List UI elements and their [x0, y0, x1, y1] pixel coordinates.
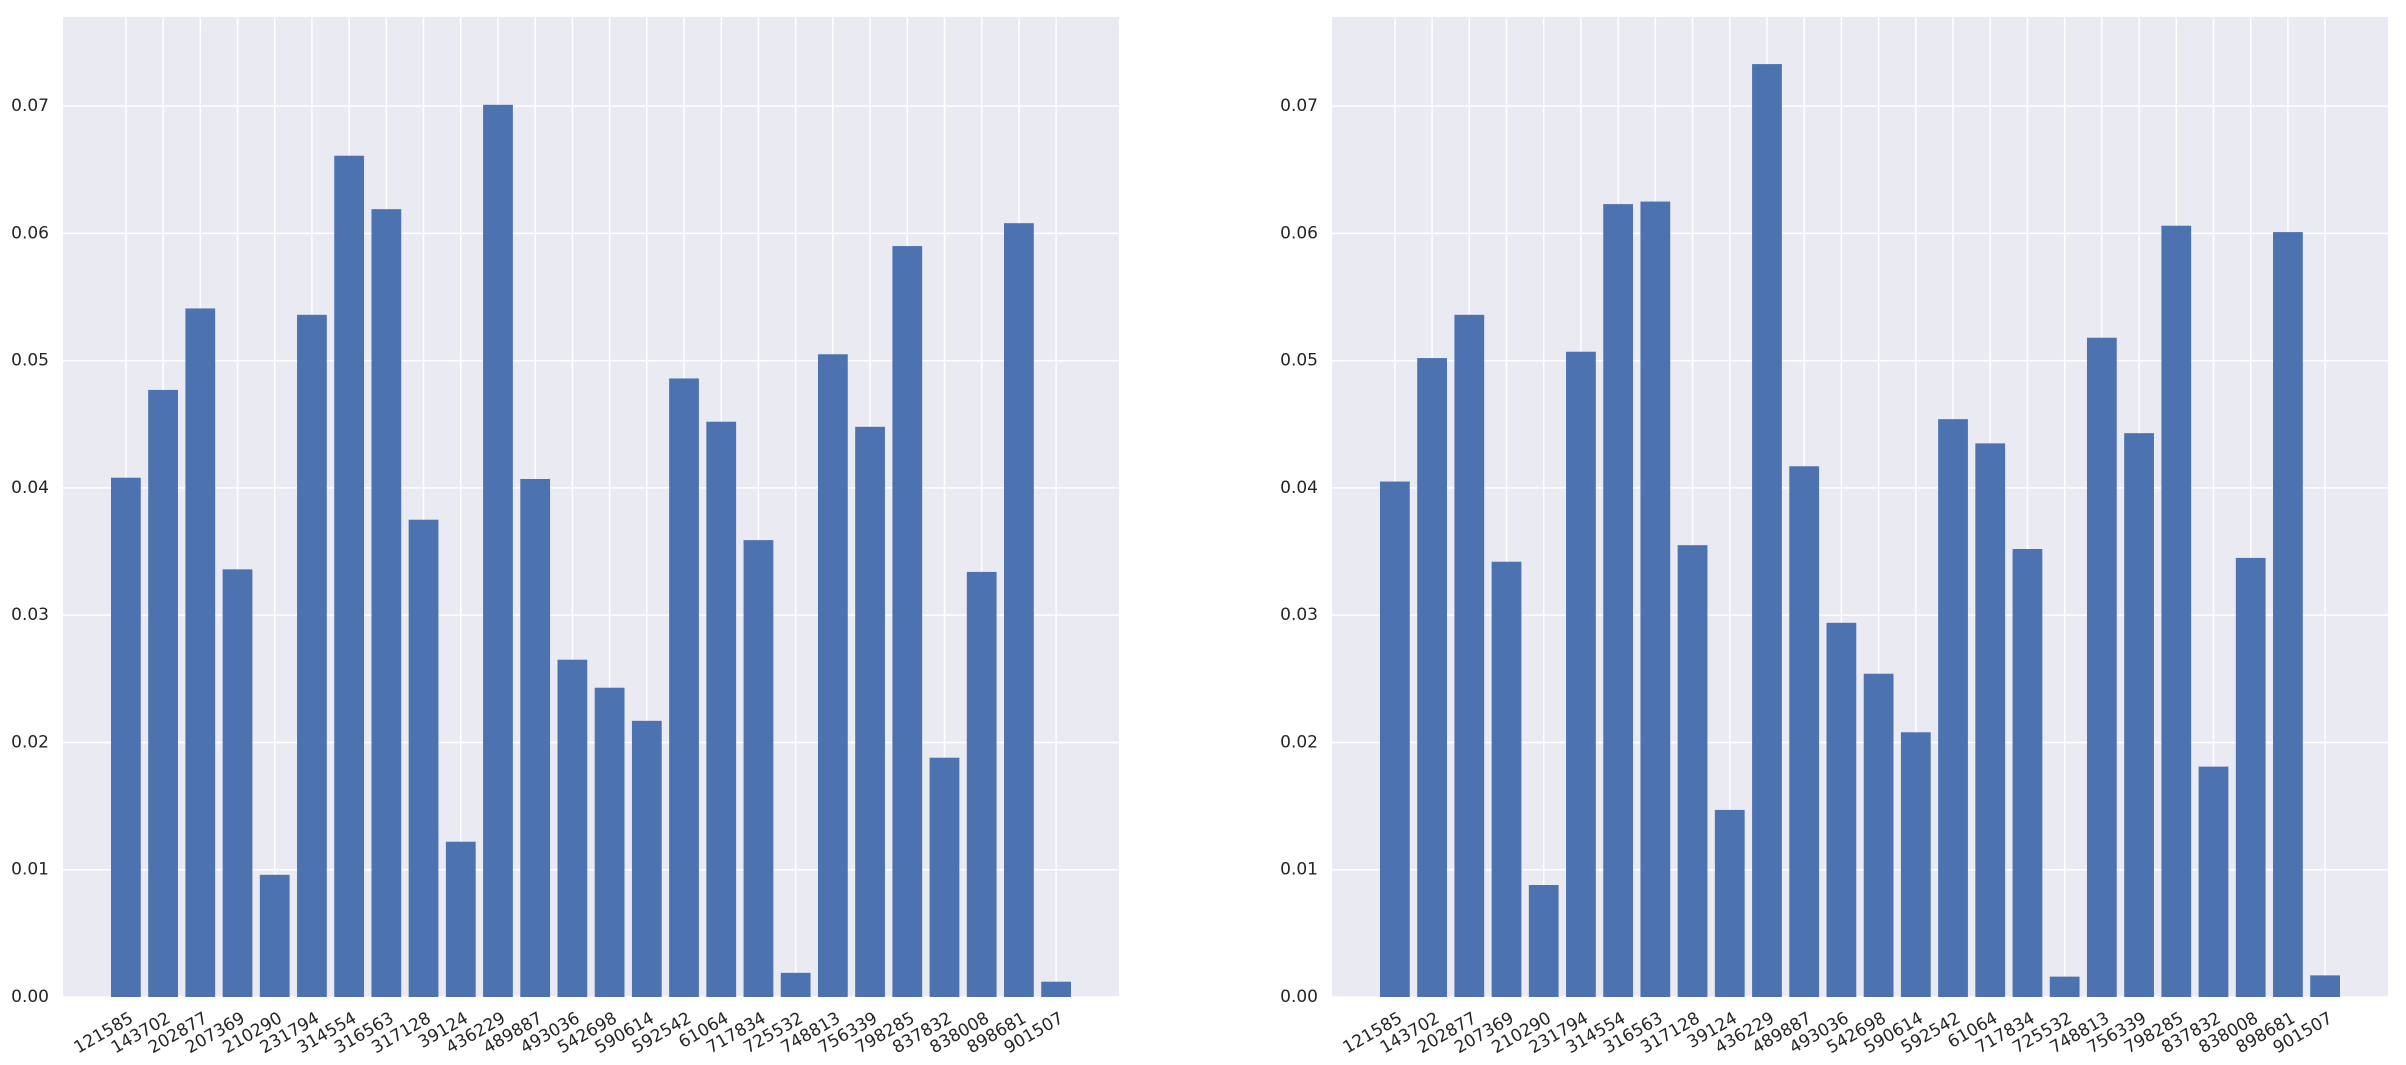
bar	[1863, 673, 1894, 997]
bar	[1491, 561, 1522, 997]
y-tick-label: 0.06	[11, 223, 49, 243]
y-tick-label: 0.07	[11, 96, 49, 116]
y-tick-label: 0.00	[11, 987, 49, 1007]
bar	[185, 308, 216, 997]
y-tick-label: 0.01	[1280, 860, 1318, 880]
bar	[259, 874, 290, 997]
plot-area	[63, 17, 1119, 997]
y-tick-label: 0.06	[1280, 223, 1318, 243]
bar	[1528, 885, 1559, 997]
bar	[1714, 809, 1745, 997]
bar	[445, 841, 476, 997]
bar	[2310, 975, 2340, 997]
bar	[1975, 443, 2006, 997]
bar	[2198, 766, 2229, 997]
bar	[706, 421, 737, 997]
bar	[1004, 223, 1034, 997]
bar	[2049, 976, 2080, 997]
y-tick-label: 0.05	[11, 351, 49, 371]
bar	[1789, 466, 1820, 998]
bar	[743, 540, 774, 997]
y-tick-label: 0.00	[1280, 987, 1318, 1007]
bar	[483, 104, 513, 998]
bar	[1938, 419, 1968, 997]
bar	[669, 378, 699, 997]
bar	[1417, 358, 1447, 997]
bar	[1380, 481, 1410, 998]
y-tick-label: 0.01	[11, 860, 49, 880]
bar	[1640, 201, 1671, 997]
bar	[2235, 557, 2266, 997]
bar	[892, 246, 923, 997]
bar	[1677, 545, 1708, 997]
bar	[817, 354, 848, 998]
bar	[1752, 64, 1782, 997]
bar	[148, 389, 178, 998]
bar	[594, 687, 625, 997]
bar	[334, 155, 365, 997]
y-tick-label: 0.02	[1280, 732, 1318, 752]
y-tick-label: 0.07	[1280, 96, 1318, 116]
bar	[557, 659, 588, 997]
y-tick-label: 0.05	[1280, 351, 1318, 371]
bar	[111, 477, 141, 997]
bar	[371, 209, 402, 997]
bar	[2273, 232, 2303, 997]
bar	[1041, 981, 1071, 997]
y-tick-label: 0.02	[11, 732, 49, 752]
bar	[2124, 433, 2154, 997]
bar	[1603, 204, 1634, 997]
bar	[631, 720, 662, 997]
bar	[222, 569, 253, 997]
y-tick-label: 0.04	[11, 478, 49, 498]
bar	[2012, 549, 2043, 997]
bar	[855, 426, 885, 997]
bar	[520, 479, 551, 997]
bar	[1826, 622, 1857, 997]
bar	[929, 757, 960, 997]
bar	[2086, 337, 2117, 997]
bar	[408, 519, 439, 997]
bar	[1454, 314, 1485, 997]
bar	[780, 972, 811, 997]
bar	[1566, 351, 1596, 997]
y-tick-label: 0.03	[1280, 605, 1318, 625]
bar	[297, 314, 327, 997]
bar	[966, 571, 997, 997]
bar	[1900, 732, 1931, 997]
plot-area	[1332, 17, 2388, 997]
y-tick-label: 0.03	[11, 605, 49, 625]
y-tick-label: 0.04	[1280, 478, 1318, 498]
bar	[2161, 225, 2192, 997]
